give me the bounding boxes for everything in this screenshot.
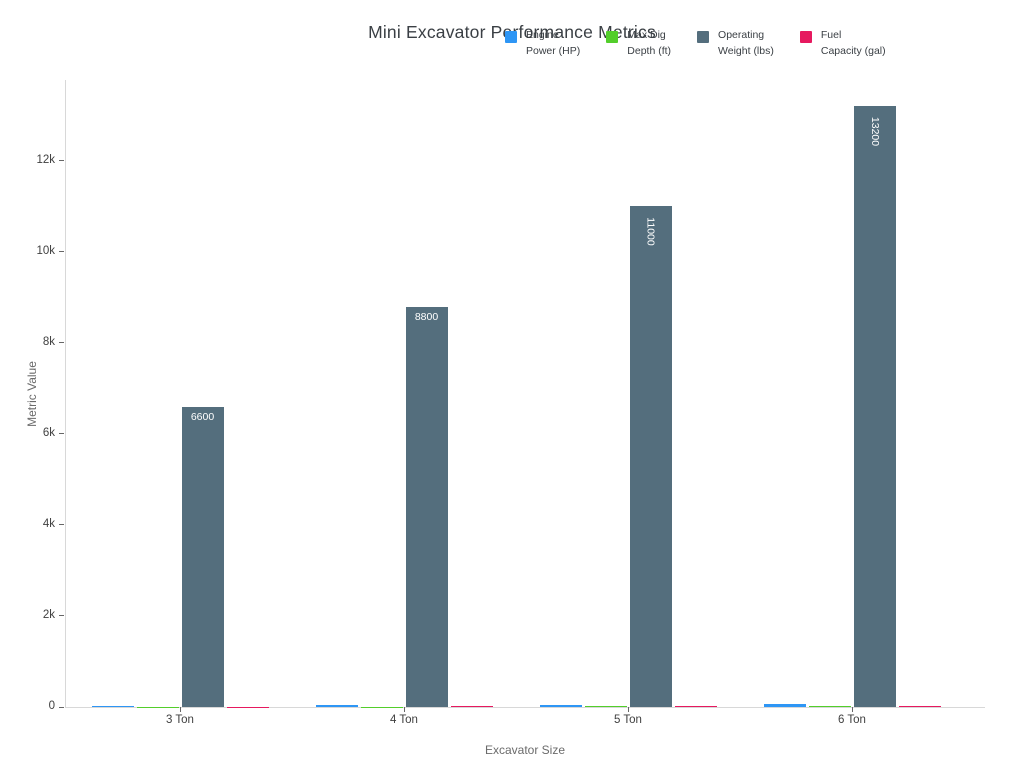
legend-item-max-dig-depth-ft[interactable]: Max Dig Depth (ft) bbox=[606, 28, 671, 60]
y-tick-mark bbox=[59, 342, 64, 344]
y-tick-label: 2k bbox=[42, 608, 55, 621]
x-tick-label: 4 Ton bbox=[390, 714, 418, 726]
y-tick-mark bbox=[59, 160, 64, 162]
bar-operating-weight-lbs[interactable] bbox=[853, 106, 896, 707]
bar-operating-weight-lbs[interactable] bbox=[181, 406, 224, 707]
y-axis-title: Metric Value bbox=[25, 361, 39, 427]
x-tick-mark bbox=[179, 707, 181, 712]
y-tick-label: 0 bbox=[48, 700, 55, 712]
y-tick-mark bbox=[59, 615, 64, 617]
bar-operating-weight-lbs[interactable] bbox=[629, 206, 672, 707]
plot-area: 0 2k 4k 6k 8k 10k 12k 3 Ton 4 Ton 5 Ton 6 Ton 6600 8… bbox=[36, 80, 985, 726]
bar-value-label: 6600 bbox=[190, 410, 215, 423]
y-axis-line bbox=[65, 80, 66, 707]
bar-engine-power-hp[interactable] bbox=[763, 704, 806, 707]
x-tick-label: 3 Ton bbox=[166, 714, 194, 726]
y-tick-label: 8k bbox=[42, 335, 55, 348]
x-tick-mark bbox=[403, 707, 405, 712]
x-tick-label: 6 Ton bbox=[838, 714, 866, 726]
bar-engine-power-hp[interactable] bbox=[539, 704, 582, 707]
x-axis-line bbox=[65, 707, 985, 708]
y-tick-label: 4k bbox=[42, 517, 55, 530]
y-tick-mark bbox=[59, 706, 64, 708]
y-tick-mark bbox=[59, 251, 64, 253]
y-tick-label: 6k bbox=[42, 426, 55, 439]
legend-item-engine-power-hp[interactable]: Engine Power (HP) bbox=[505, 28, 580, 60]
legend-swatch-icon bbox=[697, 31, 710, 43]
bar-engine-power-hp[interactable] bbox=[315, 705, 358, 707]
legend-swatch-icon bbox=[505, 31, 517, 43]
bar-fuel-capacity-gal[interactable] bbox=[674, 706, 717, 707]
bar-max-dig-depth-ft[interactable] bbox=[808, 706, 851, 707]
bar-fuel-capacity-gal[interactable] bbox=[898, 706, 941, 707]
bar-fuel-capacity-gal[interactable] bbox=[450, 706, 493, 707]
legend-swatch-icon bbox=[606, 31, 619, 43]
bar-value-label: 13200 bbox=[868, 117, 881, 147]
legend-item-fuel-capacity-gal[interactable]: Fuel Capacity (gal) bbox=[799, 28, 886, 60]
y-tick-label: 10k bbox=[36, 244, 55, 257]
bar-engine-power-hp[interactable] bbox=[91, 705, 134, 707]
legend-swatch-icon bbox=[799, 31, 812, 43]
x-tick-label: 5 Ton bbox=[614, 714, 642, 726]
legend-item-operating-weight-lbs[interactable]: Operating Weight (lbs) bbox=[697, 28, 774, 60]
bar-value-label: 8800 bbox=[414, 310, 439, 323]
y-tick-mark bbox=[59, 433, 64, 435]
legend-item-label: Operating Weight (lbs) bbox=[718, 29, 774, 57]
legend-item-label: Engine Power (HP) bbox=[526, 29, 581, 57]
legend-item-label: Max Dig Depth (ft) bbox=[627, 29, 672, 57]
legend-item-label: Fuel Capacity (gal) bbox=[820, 29, 886, 57]
y-tick-label: 12k bbox=[36, 153, 55, 166]
y-tick-mark bbox=[59, 524, 64, 526]
x-tick-mark bbox=[851, 707, 853, 712]
x-axis-title: Excavator Size bbox=[484, 743, 566, 757]
legend: Engine Power (HP) Max Dig Depth (ft) Operati… bbox=[505, 28, 886, 60]
x-tick-mark bbox=[627, 707, 629, 712]
bar-max-dig-depth-ft[interactable] bbox=[584, 706, 627, 707]
bar-operating-weight-lbs[interactable] bbox=[405, 306, 448, 707]
bar-value-label: 11000 bbox=[644, 217, 657, 247]
